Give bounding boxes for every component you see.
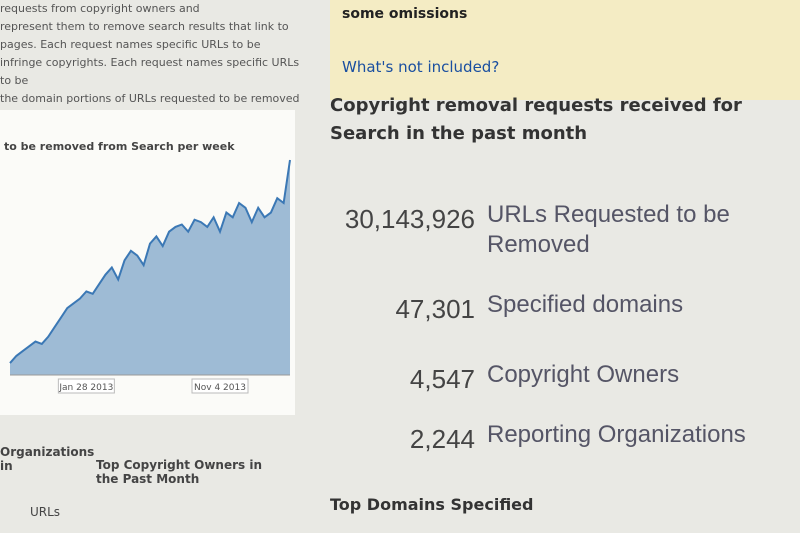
x-tick-box [191, 378, 249, 394]
section-label: Top Copyright Owners in the Past Month [96, 458, 263, 486]
notice-link[interactable]: What's not included? [342, 58, 500, 76]
section-label: Top Domains Specified [330, 495, 534, 514]
area [10, 160, 290, 375]
stat-label: URLs Requested to be Removed [487, 201, 730, 258]
notice-box: some omissions What's not included? [330, 0, 800, 100]
x-tick-label: Nov 4 2013 [194, 383, 246, 393]
chart-title: to be removed from Search per week [4, 140, 235, 153]
stat-value: 47,301 [395, 294, 475, 324]
stat-value: 30,143,926 [344, 204, 475, 234]
stat-value: 2,244 [409, 424, 475, 454]
x-tick-box [57, 378, 115, 394]
notice-text: some omissions [342, 6, 468, 22]
stat-label: Reporting Organizations [487, 421, 746, 448]
line [9, 159, 291, 364]
intro-line: infringe copyrights. Each request names … [0, 56, 300, 87]
x-tick-label: Jan 28 2013 [58, 383, 113, 393]
stat-value: 4,547 [409, 364, 475, 394]
intro-line: represent them to remove search results … [0, 20, 289, 33]
chart-panel: to be removed from Search per week Jan 2… [0, 110, 295, 415]
intro-line: requests from copyright owners and [0, 2, 200, 15]
stats-heading: Copyright removal requests received for … [330, 95, 742, 144]
chart: to be removed from Search per week Jan 2… [4, 140, 291, 394]
intro-line: pages. Each request names specific URLs … [0, 38, 261, 51]
section-label: Organizations in [0, 445, 95, 473]
intro-text: requests from copyright owners and repres… [0, 0, 300, 126]
section-label: URLs [30, 505, 61, 519]
stat-label: Copyright Owners [487, 361, 680, 388]
stat-label: Specified domains [487, 291, 684, 318]
